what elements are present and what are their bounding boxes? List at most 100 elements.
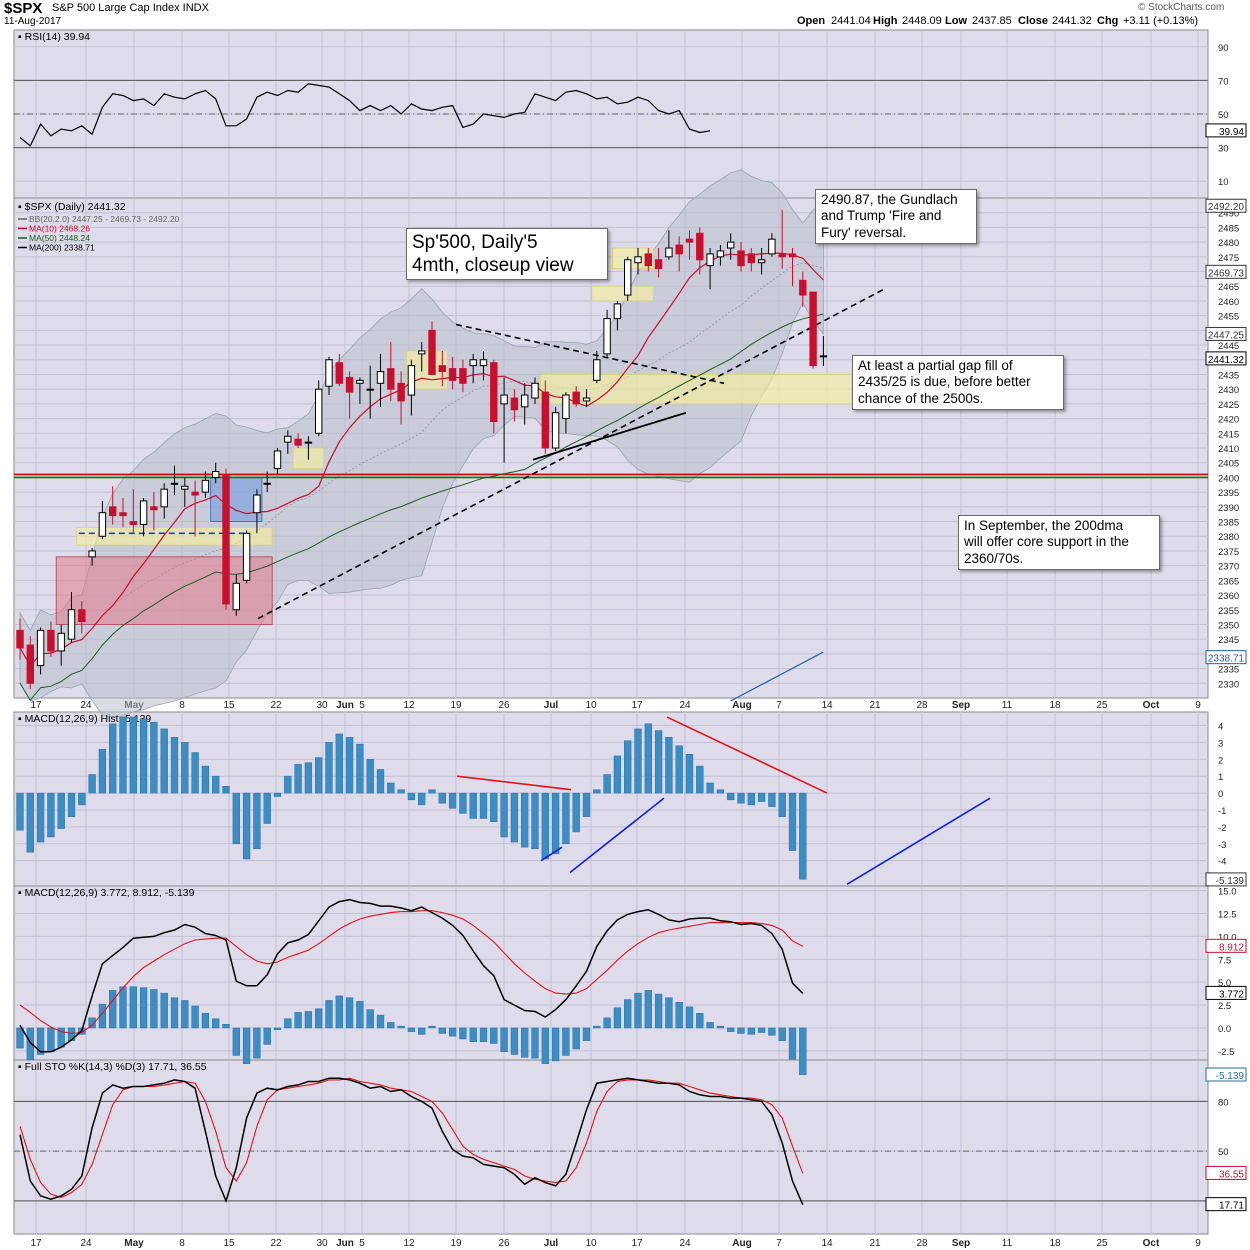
- macd-hist-bar: [685, 1006, 694, 1029]
- candle-down: [387, 368, 395, 390]
- date-tick-label: 7: [776, 1238, 782, 1249]
- date-tick-label: Aug: [732, 700, 751, 711]
- hist-bar: [284, 775, 292, 794]
- candle-up: [263, 482, 271, 485]
- september-annotation: In September, the 200dma will offer core…: [958, 515, 1160, 571]
- hist-bar: [387, 782, 395, 794]
- date-tick-label: 24: [679, 1238, 691, 1249]
- macd-line: [19, 898, 804, 1053]
- price-tick-label: 2475: [1218, 253, 1239, 264]
- candle-up: [521, 394, 529, 408]
- candle-up: [212, 471, 220, 478]
- candle-up: [67, 609, 76, 640]
- candle-up: [139, 500, 148, 525]
- candle-up: [757, 259, 766, 264]
- rsi-last-tag-box: [1205, 123, 1247, 138]
- hist-bar: [119, 716, 127, 794]
- price-tick-label: 2370: [1218, 562, 1239, 573]
- macd-hist-bar: [407, 1027, 416, 1032]
- chart-header: $SPX S&P 500 Large Cap Index INDX 11-Aug…: [0, 0, 1250, 30]
- hist-bar: [335, 733, 343, 794]
- sto-tick-label: 50: [1218, 1147, 1229, 1158]
- yellow-zone: [539, 374, 853, 405]
- candle-up: [170, 482, 179, 485]
- macd-hist-bar: [479, 1027, 488, 1042]
- date-tick-label: 30: [316, 1238, 328, 1249]
- hist-bar: [665, 737, 673, 794]
- candle-up: [36, 629, 45, 667]
- macd-hist-bar: [181, 1000, 189, 1029]
- hist-bar: [521, 792, 529, 848]
- macd-hist-bar: [376, 1014, 385, 1029]
- macd-hist-bar: [242, 1027, 251, 1064]
- hist-bar: [747, 792, 755, 806]
- macd-hist-bar: [201, 1013, 210, 1029]
- candle-down: [345, 376, 354, 393]
- hist-bar: [459, 792, 467, 814]
- candle-down: [294, 438, 302, 446]
- candle-down: [654, 259, 663, 270]
- candle-up: [315, 388, 323, 434]
- hist-bar: [572, 792, 580, 833]
- date-tick-label: 15: [223, 700, 235, 711]
- hist-tick-label: -3: [1218, 840, 1226, 851]
- price-tick-label: 2380: [1218, 532, 1239, 543]
- hist-bar: [242, 792, 251, 860]
- hist-bar: [88, 774, 96, 794]
- hist-bar: [624, 740, 632, 794]
- date-tick-label: 10: [585, 1238, 597, 1249]
- candle-up: [593, 359, 601, 381]
- hist-bar: [129, 716, 137, 794]
- candle-down: [428, 329, 436, 375]
- hist-last-tag-box: [1205, 872, 1247, 887]
- date-tick-label: 12: [403, 700, 415, 711]
- macd-hist-bar: [757, 1027, 766, 1033]
- date-tick-label: 28: [916, 700, 928, 711]
- date-tick-label: 17: [30, 1238, 42, 1249]
- macd-hist-bar: [109, 990, 117, 1029]
- yellow-zone: [591, 285, 654, 302]
- hist-bar: [181, 742, 189, 794]
- hist-title: ▪ MACD(12,26,9) Hist -5.139: [18, 713, 151, 725]
- date-tick-label: Sep: [952, 700, 970, 711]
- date-tick-label: Oct: [1143, 1238, 1160, 1249]
- price-tick-label: 2420: [1218, 415, 1239, 426]
- date-tick-label: Jun: [336, 700, 354, 711]
- falling-trendline: [455, 323, 725, 385]
- ticker-description: S&P 500 Large Cap Index INDX: [52, 2, 209, 14]
- ma10-line: [19, 252, 824, 667]
- hist-bar: [448, 792, 457, 809]
- macd-hist-bar: [356, 1001, 364, 1029]
- date-tick-label: 8: [179, 1238, 185, 1249]
- date-tick-label: 11: [1002, 700, 1013, 711]
- macd-hist-bar: [26, 1027, 34, 1061]
- macd-hist-bar: [294, 1012, 302, 1029]
- gundlach-annotation: 2490.87, the Gundlach and Trump 'Fire an…: [815, 189, 977, 245]
- hist-tick-label: 1: [1218, 772, 1223, 783]
- date-tick-label: 9: [1195, 1238, 1201, 1249]
- hist-bar: [479, 792, 488, 819]
- macd-tick-label: 15.0: [1218, 887, 1237, 898]
- price-tag: 2441.32: [1208, 355, 1245, 366]
- date-tick-label: 17: [631, 1238, 643, 1249]
- candle-up: [603, 318, 611, 355]
- candle-down: [685, 238, 694, 243]
- price-tick-label: 2355: [1218, 606, 1239, 617]
- hist-tick-label: -4: [1218, 857, 1226, 868]
- hist-bar: [438, 792, 446, 804]
- candle-down: [222, 473, 230, 605]
- date-tick-label: 25: [1096, 700, 1108, 711]
- hist-bar: [768, 792, 776, 807]
- macd-hist-bar: [778, 1027, 786, 1042]
- hist-bar: [304, 762, 313, 794]
- candle-up: [273, 450, 282, 470]
- open-value: 2441.04: [831, 15, 871, 27]
- price-tag: 2338.71: [1208, 654, 1245, 665]
- candle-up: [325, 359, 333, 387]
- candle-up: [665, 247, 673, 258]
- candle-up: [253, 494, 261, 514]
- rising-trendline: [257, 288, 885, 620]
- candle-up: [479, 359, 488, 367]
- hist-bar: [345, 737, 354, 794]
- candle-down: [448, 368, 457, 381]
